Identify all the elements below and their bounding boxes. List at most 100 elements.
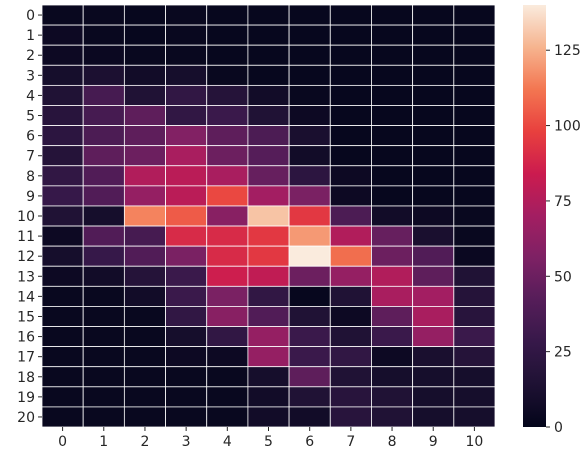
x-tick-label: 2 xyxy=(140,434,149,450)
heatmap-cell xyxy=(206,366,249,388)
heatmap-cell xyxy=(165,185,208,207)
heatmap-cell xyxy=(412,125,455,147)
x-tick-label: 0 xyxy=(58,434,67,450)
y-tick-label: 12 xyxy=(17,249,35,265)
heatmap-cell xyxy=(41,125,84,147)
heatmap-cell xyxy=(329,44,372,66)
heatmap-cell xyxy=(371,386,414,408)
heatmap-cell xyxy=(41,165,84,187)
heatmap-cell xyxy=(247,165,290,187)
heatmap-cell xyxy=(247,346,290,368)
heatmap-cell xyxy=(412,346,455,368)
heatmap-cell xyxy=(123,4,166,26)
heatmap-cell xyxy=(41,386,84,408)
heatmap-cell xyxy=(412,225,455,247)
heatmap-cell xyxy=(453,4,496,26)
y-tick-label: 7 xyxy=(26,149,35,165)
heatmap-cell xyxy=(165,145,208,167)
heatmap-cell xyxy=(453,205,496,227)
heatmap-cell xyxy=(288,105,331,126)
x-tick-label: 1 xyxy=(99,434,108,450)
heatmap-cell xyxy=(206,346,249,368)
heatmap-cell xyxy=(165,24,208,46)
heatmap-cell xyxy=(371,205,414,227)
heatmap-cell xyxy=(123,225,166,247)
heatmap-cell xyxy=(82,326,125,348)
heatmap-cell xyxy=(41,346,84,368)
heatmap-cell xyxy=(206,105,249,126)
heatmap-cell xyxy=(165,346,208,368)
x-tick-label: 8 xyxy=(388,434,397,450)
x-tick-label: 9 xyxy=(429,434,438,450)
y-tick-label: 3 xyxy=(26,68,35,84)
heatmap-cell xyxy=(41,326,84,348)
heatmap-cell xyxy=(206,225,249,247)
heatmap-cell xyxy=(41,366,84,388)
colorbar-ticks: 0 25 50 75 100 125 xyxy=(546,43,581,436)
heatmap-cell xyxy=(329,245,372,267)
heatmap-cell xyxy=(371,306,414,327)
heatmap-cell xyxy=(412,366,455,388)
heatmap-cell xyxy=(329,84,372,106)
heatmap-cell xyxy=(123,265,166,287)
heatmap-cell xyxy=(412,205,455,227)
heatmap-cell xyxy=(412,64,455,86)
heatmap-cell xyxy=(165,165,208,187)
heatmap-cell xyxy=(329,346,372,368)
heatmap-cell xyxy=(165,285,208,307)
heatmap-cell xyxy=(329,225,372,247)
heatmap-cell xyxy=(123,64,166,86)
heatmap-cell xyxy=(371,145,414,167)
heatmap-cell xyxy=(165,105,208,126)
y-tick-label: 5 xyxy=(26,109,35,125)
heatmap-cell xyxy=(123,205,166,227)
heatmap-cell xyxy=(371,44,414,66)
heatmap-cell xyxy=(165,245,208,267)
heatmap-cell xyxy=(165,44,208,66)
heatmap-cell xyxy=(206,185,249,207)
x-tick-label: 5 xyxy=(264,434,273,450)
heatmap-cell xyxy=(206,4,249,26)
heatmap-cell xyxy=(82,306,125,327)
heatmap-cell xyxy=(371,245,414,267)
x-tick-label: 7 xyxy=(346,434,355,450)
heatmap-cell xyxy=(453,265,496,287)
heatmap-cell xyxy=(371,165,414,187)
y-tick-label: 8 xyxy=(26,169,35,185)
heatmap-cell xyxy=(82,4,125,26)
heatmap-cell xyxy=(41,245,84,267)
heatmap-cell xyxy=(82,346,125,368)
heatmap-cell xyxy=(329,406,372,428)
heatmap-cell xyxy=(247,285,290,307)
heatmap-cell xyxy=(123,105,166,126)
heatmap-cell xyxy=(165,306,208,327)
heatmap-cell xyxy=(288,4,331,26)
heatmap-cell xyxy=(206,165,249,187)
heatmap-cell xyxy=(412,285,455,307)
heatmap-cell xyxy=(41,84,84,106)
heatmap-cell xyxy=(371,64,414,86)
heatmap-cell xyxy=(412,165,455,187)
heatmap-cell xyxy=(288,64,331,86)
heatmap-cell xyxy=(453,84,496,106)
y-tick-label: 20 xyxy=(17,410,35,426)
heatmap-cell xyxy=(412,185,455,207)
heatmap-cell xyxy=(329,285,372,307)
heatmap-cell xyxy=(247,306,290,327)
heatmap-cell xyxy=(453,105,496,126)
heatmap-cell xyxy=(41,406,84,428)
x-tick-label: 10 xyxy=(465,434,483,450)
heatmap-cell xyxy=(123,245,166,267)
heatmap-cell xyxy=(288,205,331,227)
heatmap-cell xyxy=(371,24,414,46)
heatmap-cell xyxy=(247,245,290,267)
heatmap-cell xyxy=(371,185,414,207)
y-tick-label: 17 xyxy=(17,350,35,366)
heatmap-cell xyxy=(453,326,496,348)
heatmap-cell xyxy=(371,346,414,368)
heatmap-cell xyxy=(165,64,208,86)
heatmap-cell xyxy=(371,366,414,388)
heatmap-cell xyxy=(165,125,208,147)
heatmap-cell xyxy=(288,245,331,267)
